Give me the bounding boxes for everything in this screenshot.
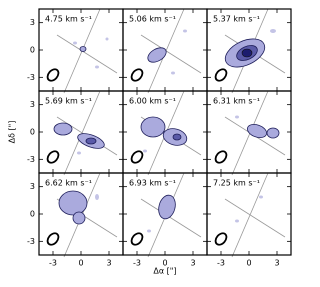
panel-label: 6.62 km s⁻¹	[45, 179, 92, 188]
panel-label: 6.93 km s⁻¹	[129, 179, 176, 188]
x-tick-label: 0	[246, 259, 251, 268]
x-tick-label: -3	[133, 259, 141, 268]
y-tick-label: -3	[27, 155, 35, 164]
y-axis-label: Δδ ["]	[8, 121, 17, 144]
x-tick-label: 0	[78, 259, 83, 268]
panel-contours: 6.93 km s⁻¹ -3 0 3	[122, 172, 208, 268]
panel-contours: 6.31 km s⁻¹	[206, 90, 292, 176]
x-tick-label: 0	[162, 259, 167, 268]
panel-label: 7.25 km s⁻¹	[213, 179, 260, 188]
y-tick-label: -3	[27, 73, 35, 82]
figure: 4.75 km s⁻¹-303 5.06 km s⁻¹ 5.37 km s⁻¹ …	[8, 8, 292, 276]
panel-contours: 6.00 km s⁻¹	[122, 90, 208, 176]
panel-contours: 5.37 km s⁻¹	[206, 8, 292, 94]
x-axis-label: Δα ["]	[153, 267, 176, 276]
x-tick-label: 3	[274, 259, 279, 268]
y-tick-label: 0	[30, 46, 35, 55]
y-tick-label: 3	[30, 182, 35, 191]
y-tick-label: 3	[30, 100, 35, 109]
panel-label: 6.31 km s⁻¹	[213, 97, 260, 106]
panel-label: 5.06 km s⁻¹	[129, 15, 176, 24]
x-tick-label: 3	[190, 259, 195, 268]
panel-contours: 5.69 km s⁻¹ -3 0 3	[27, 90, 124, 176]
x-tick-label: -3	[217, 259, 225, 268]
y-tick-label: 0	[30, 128, 35, 137]
y-tick-label: 0	[30, 210, 35, 219]
panel-label: 5.37 km s⁻¹	[213, 15, 260, 24]
panel-contours: 4.75 km s⁻¹ -3 0 3	[27, 8, 124, 94]
y-tick-label: 3	[30, 18, 35, 27]
panel-contours: 7.25 km s⁻¹ -3 0 3	[206, 172, 292, 268]
x-tick-label: -3	[49, 259, 57, 268]
panel-contours: 6.62 km s⁻¹ -3 0 3 -3 0 3	[27, 172, 124, 268]
panel-label: 5.69 km s⁻¹	[45, 97, 92, 106]
x-tick-label: 3	[106, 259, 111, 268]
panel-label: 4.75 km s⁻¹	[45, 15, 92, 24]
panel-label: 6.00 km s⁻¹	[129, 97, 176, 106]
y-tick-label: -3	[27, 237, 35, 246]
panel-contours: 5.06 km s⁻¹	[122, 8, 208, 94]
